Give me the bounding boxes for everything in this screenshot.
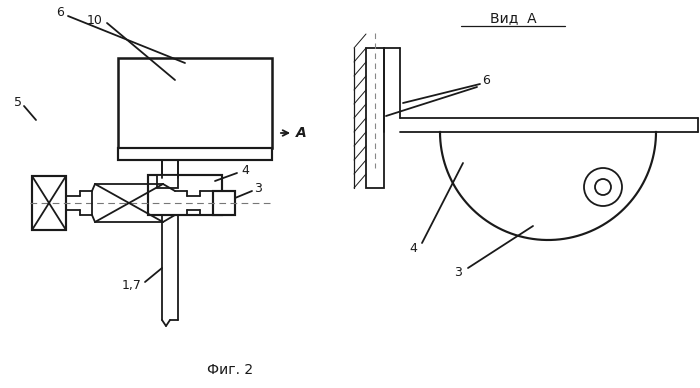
Text: 3: 3 bbox=[254, 182, 262, 194]
Text: Вид  А: Вид А bbox=[490, 11, 536, 25]
Bar bbox=[157, 175, 178, 188]
Text: Фиг. 2: Фиг. 2 bbox=[207, 363, 253, 377]
Text: 4: 4 bbox=[409, 241, 417, 255]
Text: 6: 6 bbox=[482, 73, 490, 87]
Bar bbox=[213, 191, 235, 215]
Bar bbox=[118, 58, 272, 148]
Bar bbox=[366, 48, 384, 188]
Text: 5: 5 bbox=[14, 97, 22, 109]
Bar bbox=[32, 176, 66, 230]
Text: 6: 6 bbox=[56, 7, 64, 19]
Bar bbox=[148, 175, 222, 215]
Bar bbox=[118, 148, 272, 160]
Text: 10: 10 bbox=[87, 14, 103, 26]
Text: 3: 3 bbox=[454, 267, 462, 279]
Text: 4: 4 bbox=[241, 163, 249, 177]
Text: А: А bbox=[296, 126, 307, 140]
Text: 1,7: 1,7 bbox=[122, 279, 142, 293]
